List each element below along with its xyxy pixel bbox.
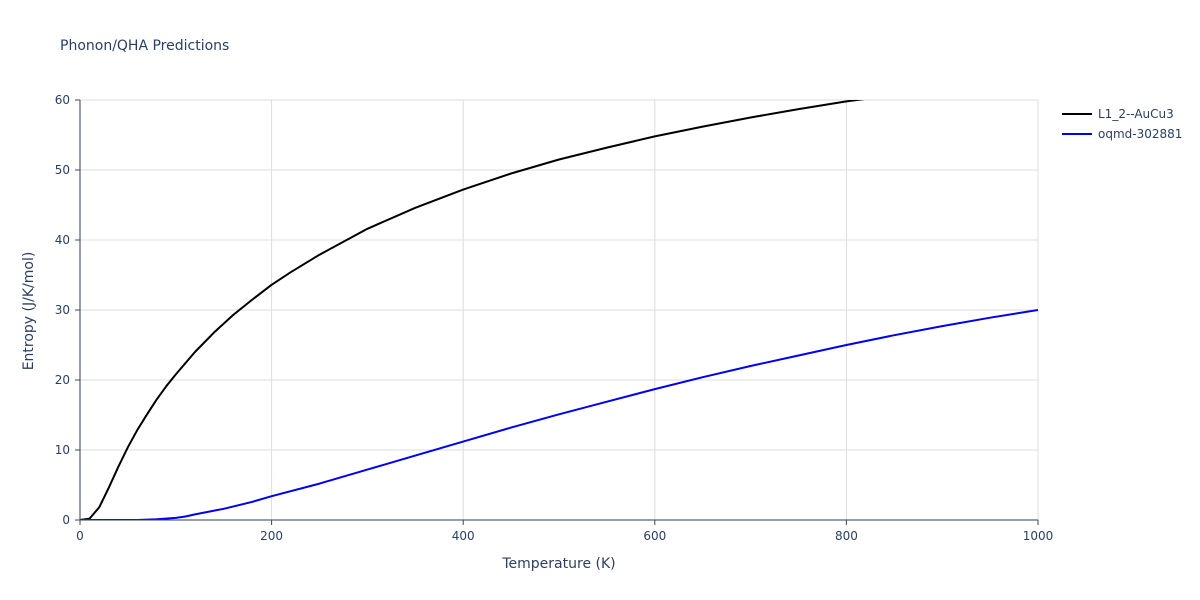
x-tick-label: 600 xyxy=(643,529,666,543)
x-tick-label: 400 xyxy=(452,529,475,543)
legend-label: oqmd-302881 xyxy=(1098,127,1182,141)
y-tick-label: 40 xyxy=(55,233,70,247)
x-tick-label: 1000 xyxy=(1023,529,1054,543)
x-axis-ticks: 0 200 400 600 800 1000 xyxy=(76,520,1053,543)
series-layer xyxy=(80,77,1038,520)
y-tick-label: 10 xyxy=(55,443,70,457)
y-tick-label: 30 xyxy=(55,303,70,317)
legend[interactable]: L1_2--AuCu3 oqmd-302881 xyxy=(1062,107,1182,141)
y-axis-ticks: 0 10 20 30 40 50 60 xyxy=(55,93,80,527)
legend-item[interactable]: L1_2--AuCu3 xyxy=(1062,107,1174,121)
series-line-1[interactable] xyxy=(80,77,1038,520)
x-tick-label: 800 xyxy=(835,529,858,543)
y-tick-label: 0 xyxy=(62,513,70,527)
series-line-2[interactable] xyxy=(80,309,1038,520)
y-grid xyxy=(80,99,1038,451)
x-tick-label: 200 xyxy=(260,529,283,543)
y-axis-title: Entropy (J/K/mol) xyxy=(21,252,37,371)
legend-item[interactable]: oqmd-302881 xyxy=(1062,127,1182,141)
y-tick-label: 60 xyxy=(55,93,70,107)
y-tick-label: 50 xyxy=(55,163,70,177)
chart-title: Phonon/QHA Predictions xyxy=(60,38,229,54)
x-tick-label: 0 xyxy=(76,529,84,543)
x-axis-title: Temperature (K) xyxy=(501,556,615,572)
y-tick-label: 20 xyxy=(55,373,70,387)
legend-label: L1_2--AuCu3 xyxy=(1098,107,1174,121)
